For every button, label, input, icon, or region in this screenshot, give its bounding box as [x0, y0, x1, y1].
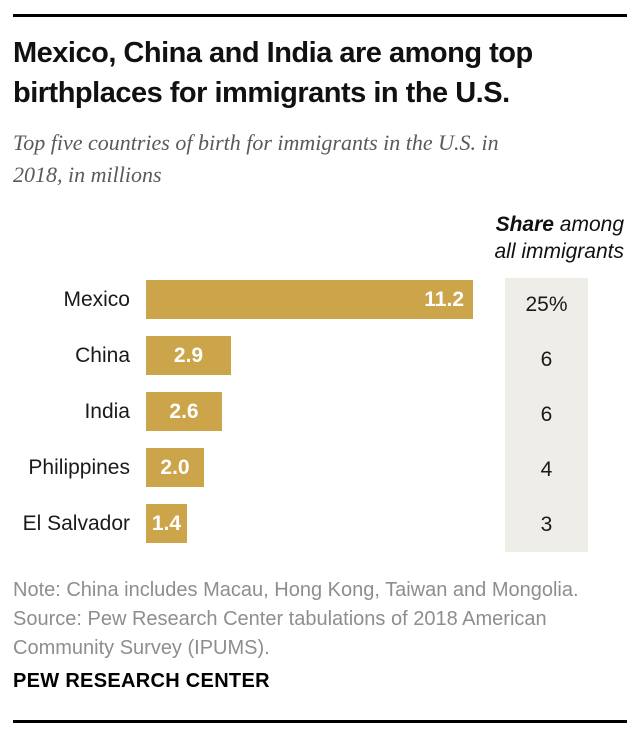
- chart-title: Mexico, China and India are among top bi…: [13, 33, 628, 113]
- bar-row: El Salvador 1.4: [13, 504, 473, 543]
- bar-row: Mexico 11.2: [13, 280, 473, 319]
- bar: 2.9: [146, 336, 231, 375]
- bar-value-label: 1.4: [151, 511, 182, 535]
- country-label: El Salvador: [22, 511, 130, 535]
- country-label: India: [84, 399, 130, 423]
- share-column-header: Share among all immigrants: [494, 211, 624, 265]
- bar: 2.0: [146, 448, 204, 487]
- bar-row: India 2.6: [13, 392, 473, 431]
- note-text: Note: China includes Macau, Hong Kong, T…: [13, 579, 579, 601]
- bar-row: China 2.9: [13, 336, 473, 375]
- bar-chart: Mexico 11.2 China 2.9 India 2.6 Philippines 2.0…: [13, 280, 473, 560]
- share-value: 6: [540, 402, 553, 426]
- country-label: Philippines: [28, 455, 130, 479]
- share-column: 25% 6 6 4 3: [505, 278, 588, 552]
- bar: 1.4: [146, 504, 187, 543]
- chart-title-line-2: birthplaces for immigrants in the U.S.: [13, 77, 510, 109]
- source-text-line-2: Community Survey (IPUMS).: [13, 637, 270, 659]
- share-value: 4: [540, 457, 553, 481]
- pew-research-center-wordmark: PEW RESEARCH CENTER: [13, 670, 270, 692]
- share-column-header-bold: Share: [495, 213, 554, 236]
- top-divider: [13, 14, 627, 17]
- share-column-header-line-1: Share among: [494, 211, 624, 238]
- bar-value-label: 2.6: [169, 399, 199, 423]
- chart-subtitle-line-1: Top five countries of birth for immigran…: [13, 130, 499, 155]
- bar-value-label: 2.9: [173, 343, 204, 367]
- chart-subtitle-line-2: 2018, in millions: [13, 162, 162, 187]
- bar-rows: Mexico 11.2 China 2.9 India 2.6 Philippines 2.0…: [13, 280, 473, 543]
- share-value: 25%: [525, 293, 568, 317]
- bar-row: Philippines 2.0: [13, 448, 473, 487]
- share-column-header-rest: among: [553, 213, 624, 236]
- country-label: China: [75, 343, 130, 367]
- bar-value-label: 11.2: [424, 287, 464, 311]
- bottom-divider: [13, 720, 627, 723]
- bar: 11.2: [146, 280, 473, 319]
- share-value: 3: [540, 512, 553, 536]
- chart-subtitle: Top five countries of birth for immigran…: [13, 127, 628, 191]
- country-label: Mexico: [63, 287, 130, 311]
- bar: 2.6: [146, 392, 222, 431]
- chart-title-line-1: Mexico, China and India are among top: [13, 37, 533, 69]
- share-column-header-line-2: all immigrants: [494, 240, 624, 263]
- share-value: 6: [540, 348, 553, 372]
- notes-block: Note: China includes Macau, Hong Kong, T…: [13, 576, 633, 663]
- bar-value-label: 2.0: [160, 455, 190, 479]
- source-text-line-1: Source: Pew Research Center tabulations …: [13, 608, 547, 630]
